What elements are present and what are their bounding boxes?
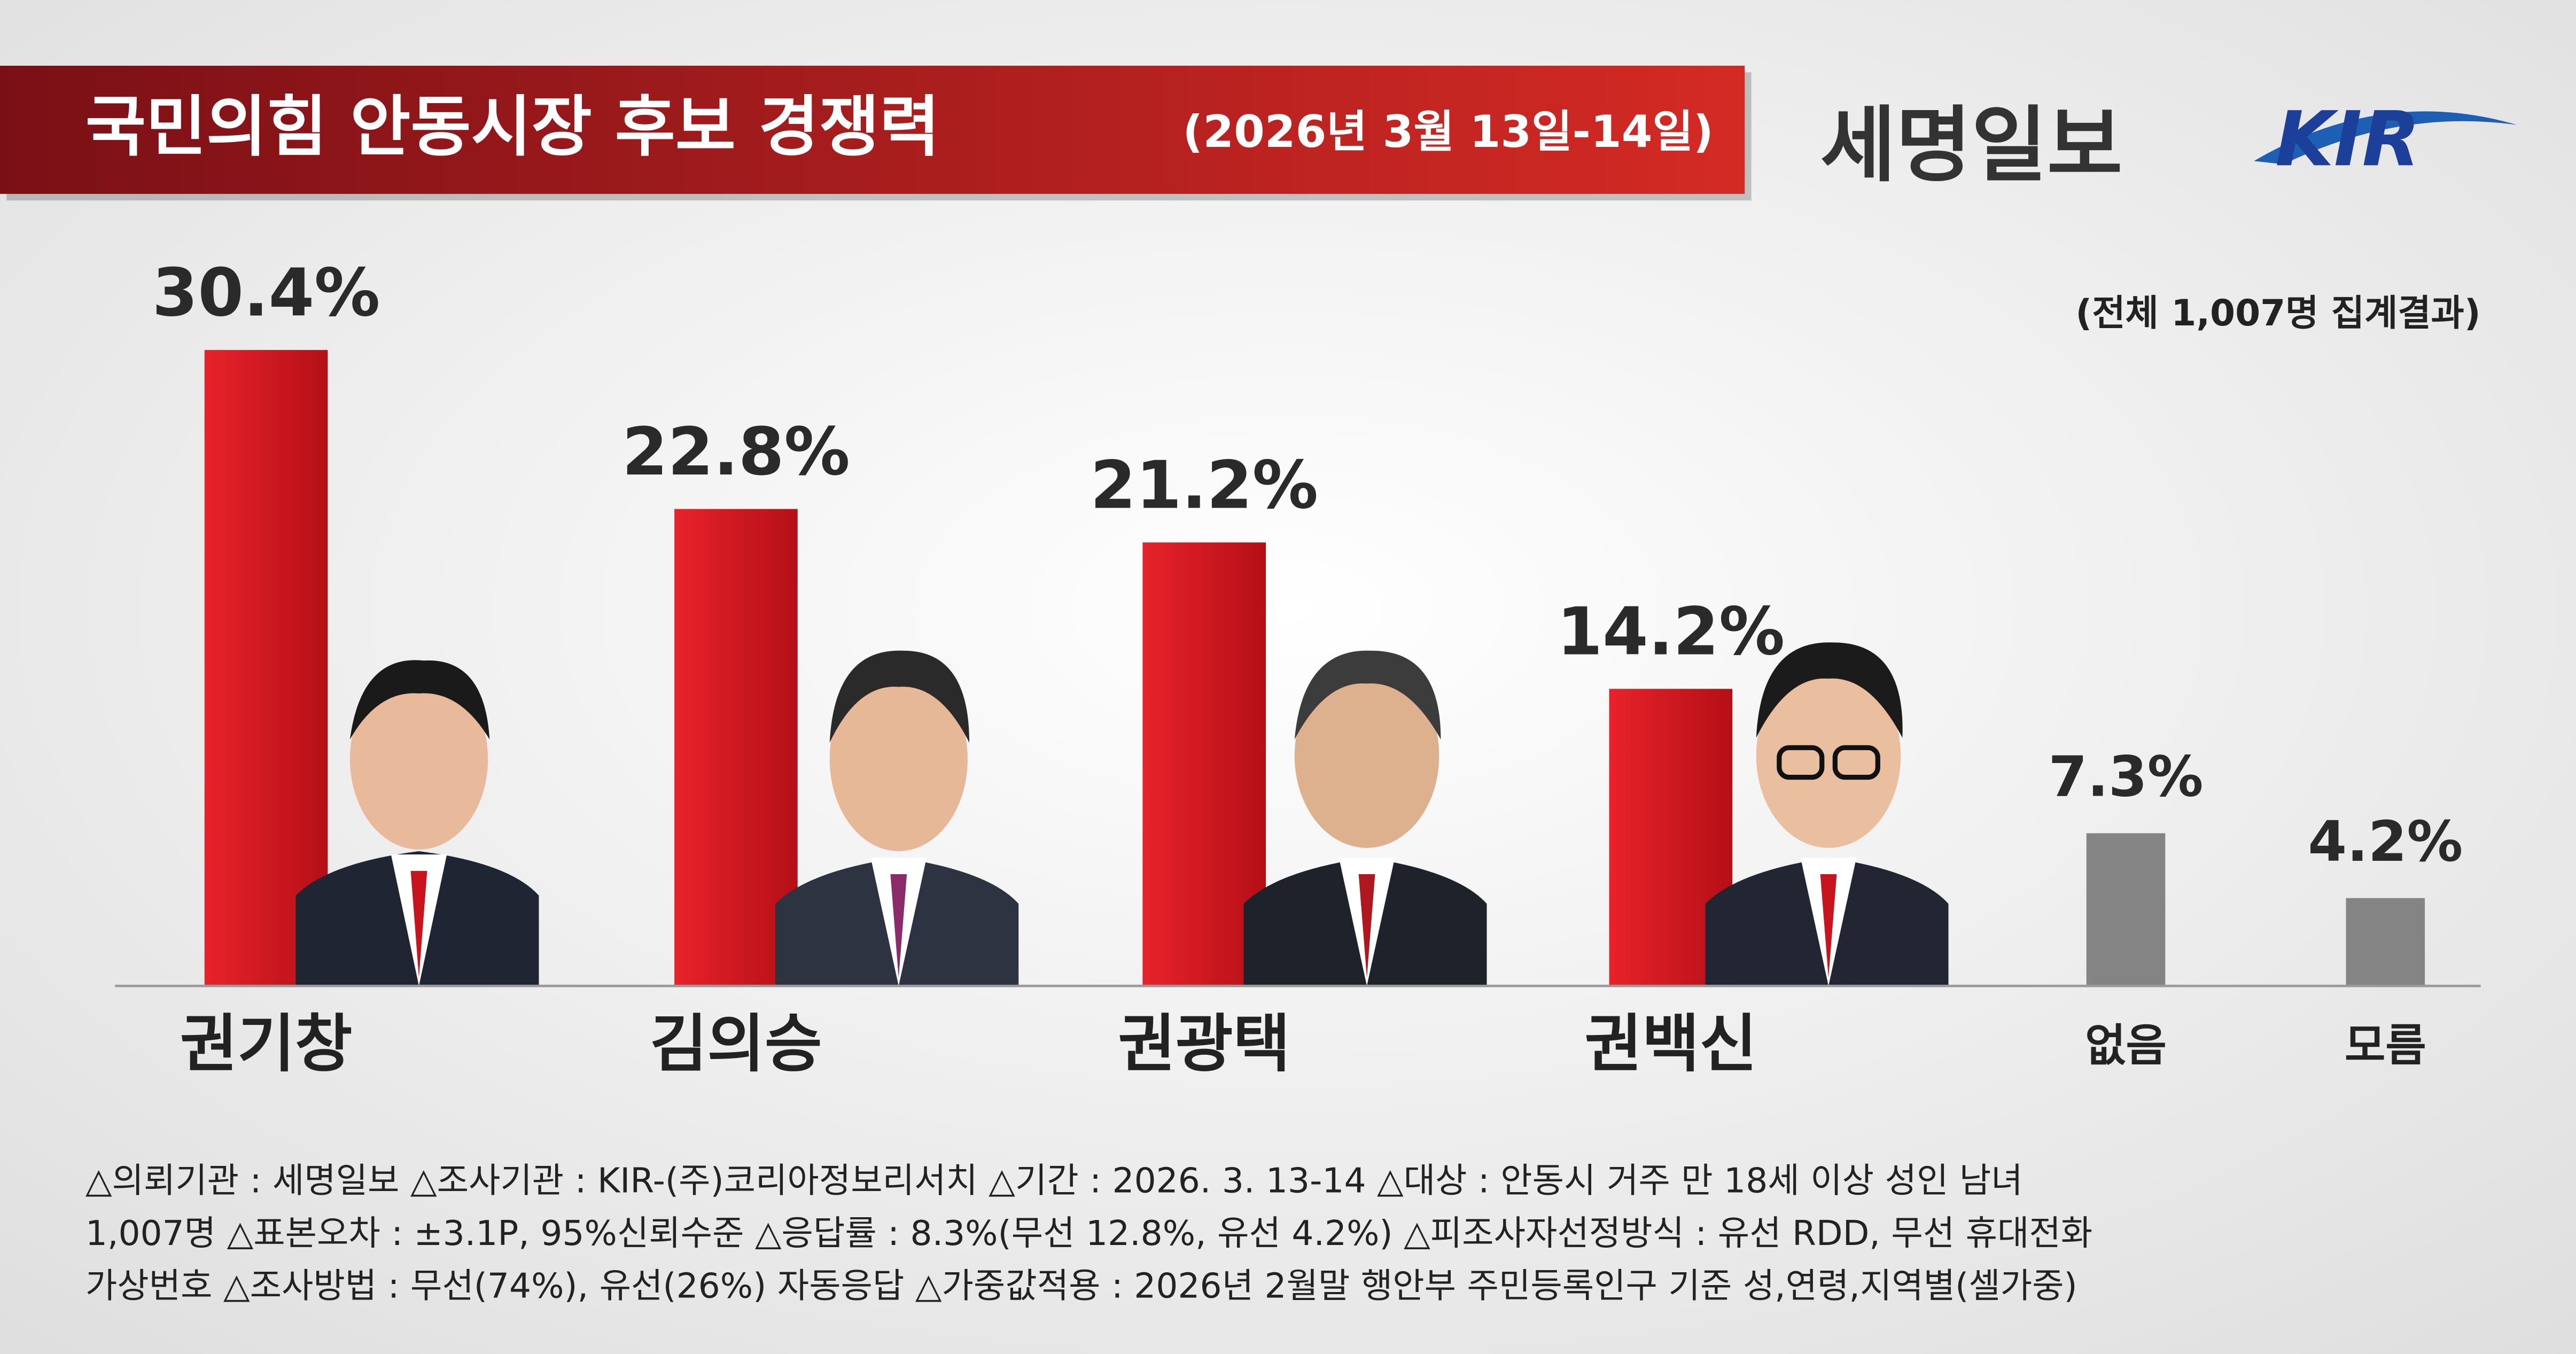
category-label: 권광택: [1118, 1008, 1290, 1080]
photos: [295, 642, 1949, 986]
category-label: 모름: [2345, 1020, 2426, 1071]
candidate-photo: [1243, 650, 1487, 986]
footnote-line: 가상번호 △조사방법 : 무선(74%), 유선(26%) 자동응답 △가중값적…: [85, 1266, 2077, 1306]
bar: [2346, 898, 2425, 986]
candidate-photo: [1705, 642, 1949, 986]
candidate-photo: [295, 660, 539, 986]
value-label: 30.4%: [152, 255, 380, 331]
logo-swoosh: [2254, 111, 2517, 165]
category-label: 김의승: [650, 1008, 822, 1080]
value-label: 4.2%: [2308, 809, 2463, 874]
note: (전체 1,007명 집계결과): [2075, 292, 2480, 334]
title-bar: [0, 66, 1745, 194]
logo: KIR: [2275, 96, 2420, 183]
chart-subtitle: (2026년 3월 13일-14일): [1182, 106, 1713, 158]
category-label: 권기창: [180, 1008, 352, 1080]
footnote-line: △의뢰기관 : 세명일보 △조사기관 : KIR-(주)코리아정보리서치 △기간…: [85, 1161, 2023, 1201]
chart-title: 국민의힘 안동시장 후보 경쟁력: [85, 89, 940, 166]
category-label: 권백신: [1585, 1008, 1757, 1080]
category-label: 없음: [2085, 1020, 2167, 1071]
value-label: 21.2%: [1090, 447, 1318, 524]
value-label: 14.2%: [1557, 594, 1785, 671]
value-label: 7.3%: [2049, 744, 2204, 810]
footnote-line: 1,007명 △표본오차 : ±3.1P, 95%신뢰수준 △응답률 : 8.3…: [85, 1213, 2092, 1254]
publisher: 세명일보: [1820, 98, 2123, 193]
value-label: 22.8%: [622, 414, 850, 491]
bar: [2086, 833, 2166, 986]
candidate-photo: [775, 650, 1019, 986]
bar: [204, 350, 328, 986]
